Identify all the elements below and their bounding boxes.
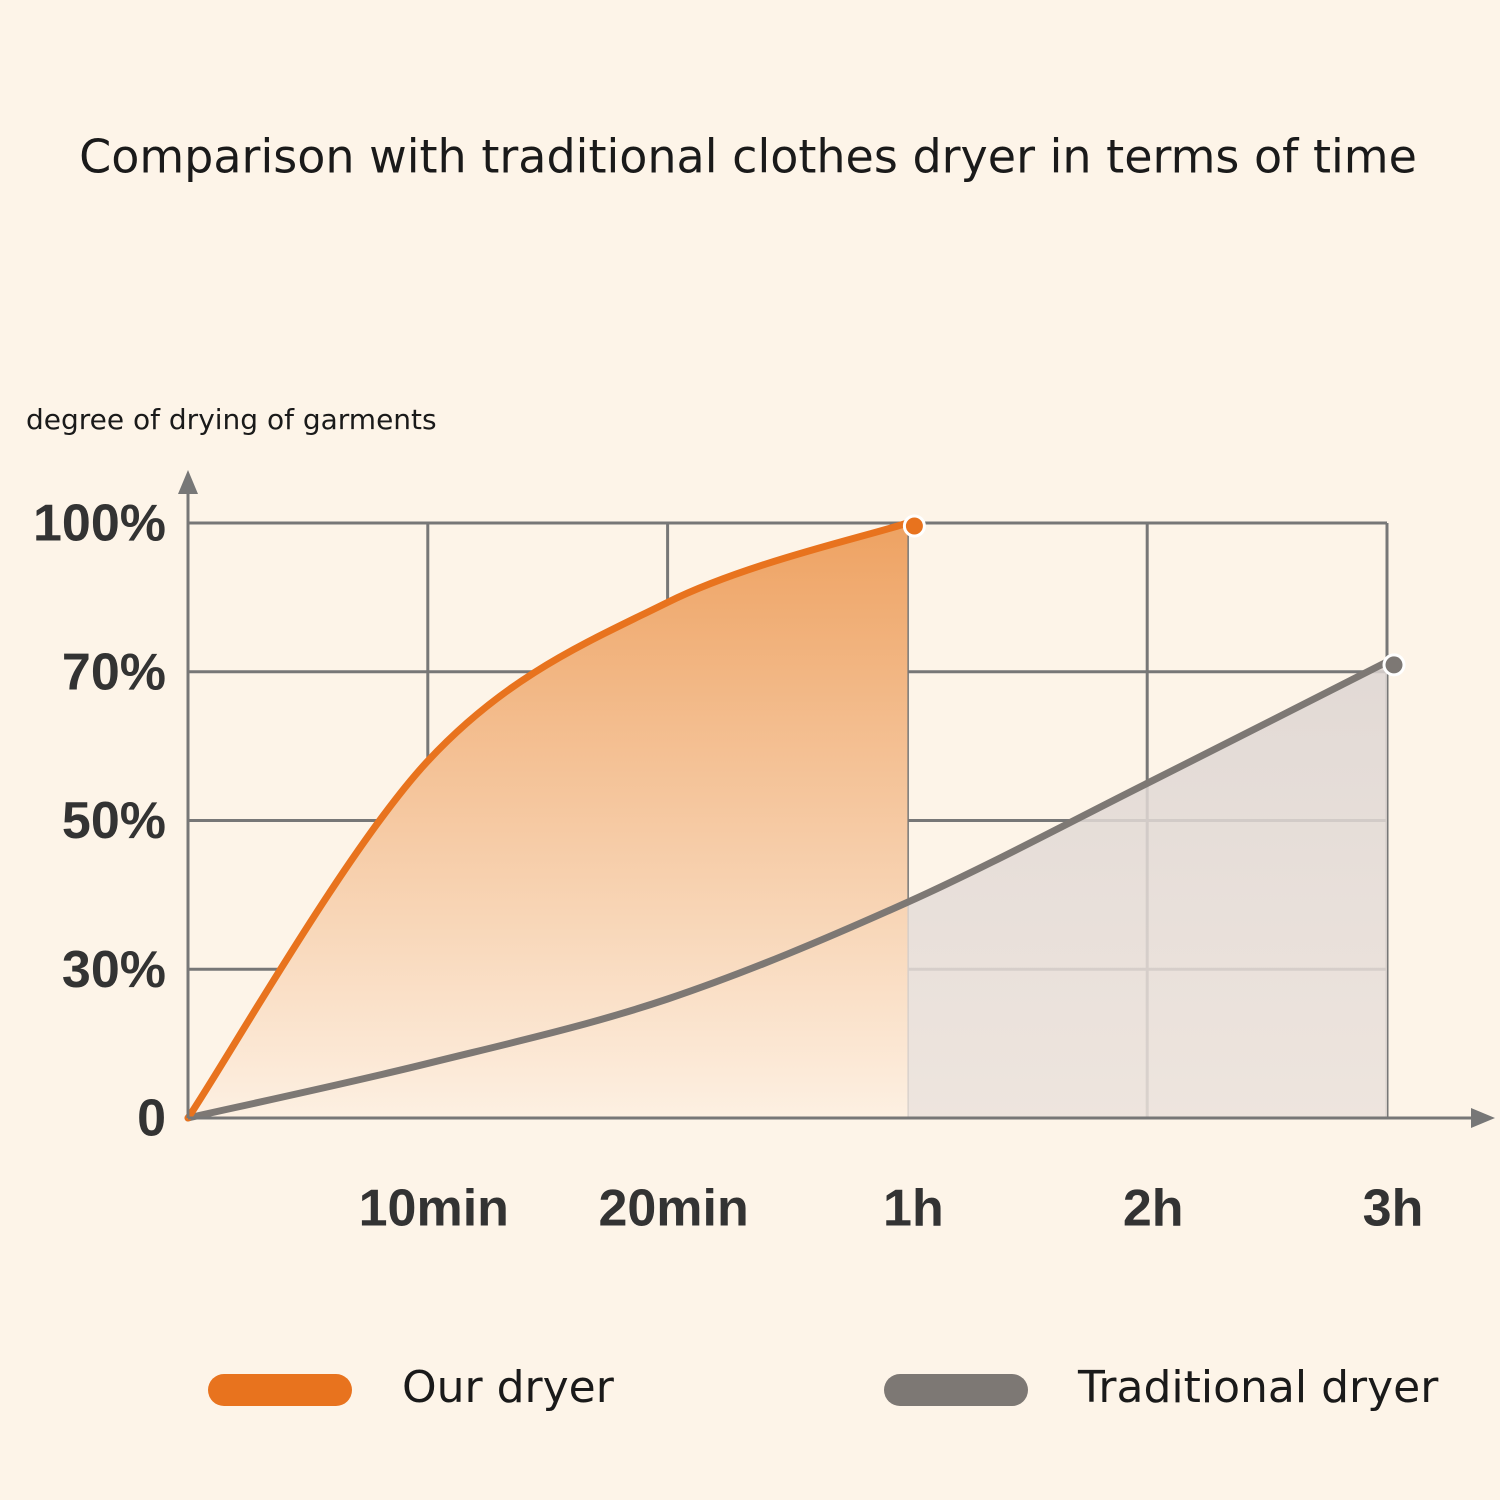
y-tick-label: 30% [62, 941, 166, 999]
area [188, 523, 908, 1118]
x-tick-label: 3h [1363, 1180, 1424, 1238]
legend-label: Our dryer [402, 1362, 615, 1413]
y-tick-label: 70% [62, 643, 166, 701]
legend-swatch [208, 1374, 352, 1406]
end-point [902, 514, 926, 538]
line [184, 519, 911, 1122]
legend: Our dryer Traditional dryer [208, 1362, 1439, 1413]
axes [178, 470, 1495, 1128]
y-arrow [178, 470, 198, 494]
plot [184, 514, 1406, 1122]
y-tick-label: 50% [62, 792, 166, 850]
y-axis-title: degree of drying of garments [26, 403, 437, 436]
y-tick-label: 100% [33, 495, 166, 553]
x-tick-label: 2h [1123, 1180, 1184, 1238]
chart-title: Comparison with traditional clothes drye… [79, 130, 1417, 184]
x-arrow [1471, 1108, 1495, 1128]
x-tick-label: 20min [598, 1180, 748, 1238]
y-tick-label: 0 [137, 1090, 166, 1148]
end-point [1382, 653, 1406, 677]
x-tick-label: 10min [359, 1180, 509, 1238]
area [188, 661, 1387, 1118]
line [184, 658, 1391, 1122]
x-tick-label: 1h [883, 1180, 944, 1238]
legend-swatch [884, 1374, 1028, 1406]
legend-label: Traditional dryer [1077, 1362, 1439, 1413]
